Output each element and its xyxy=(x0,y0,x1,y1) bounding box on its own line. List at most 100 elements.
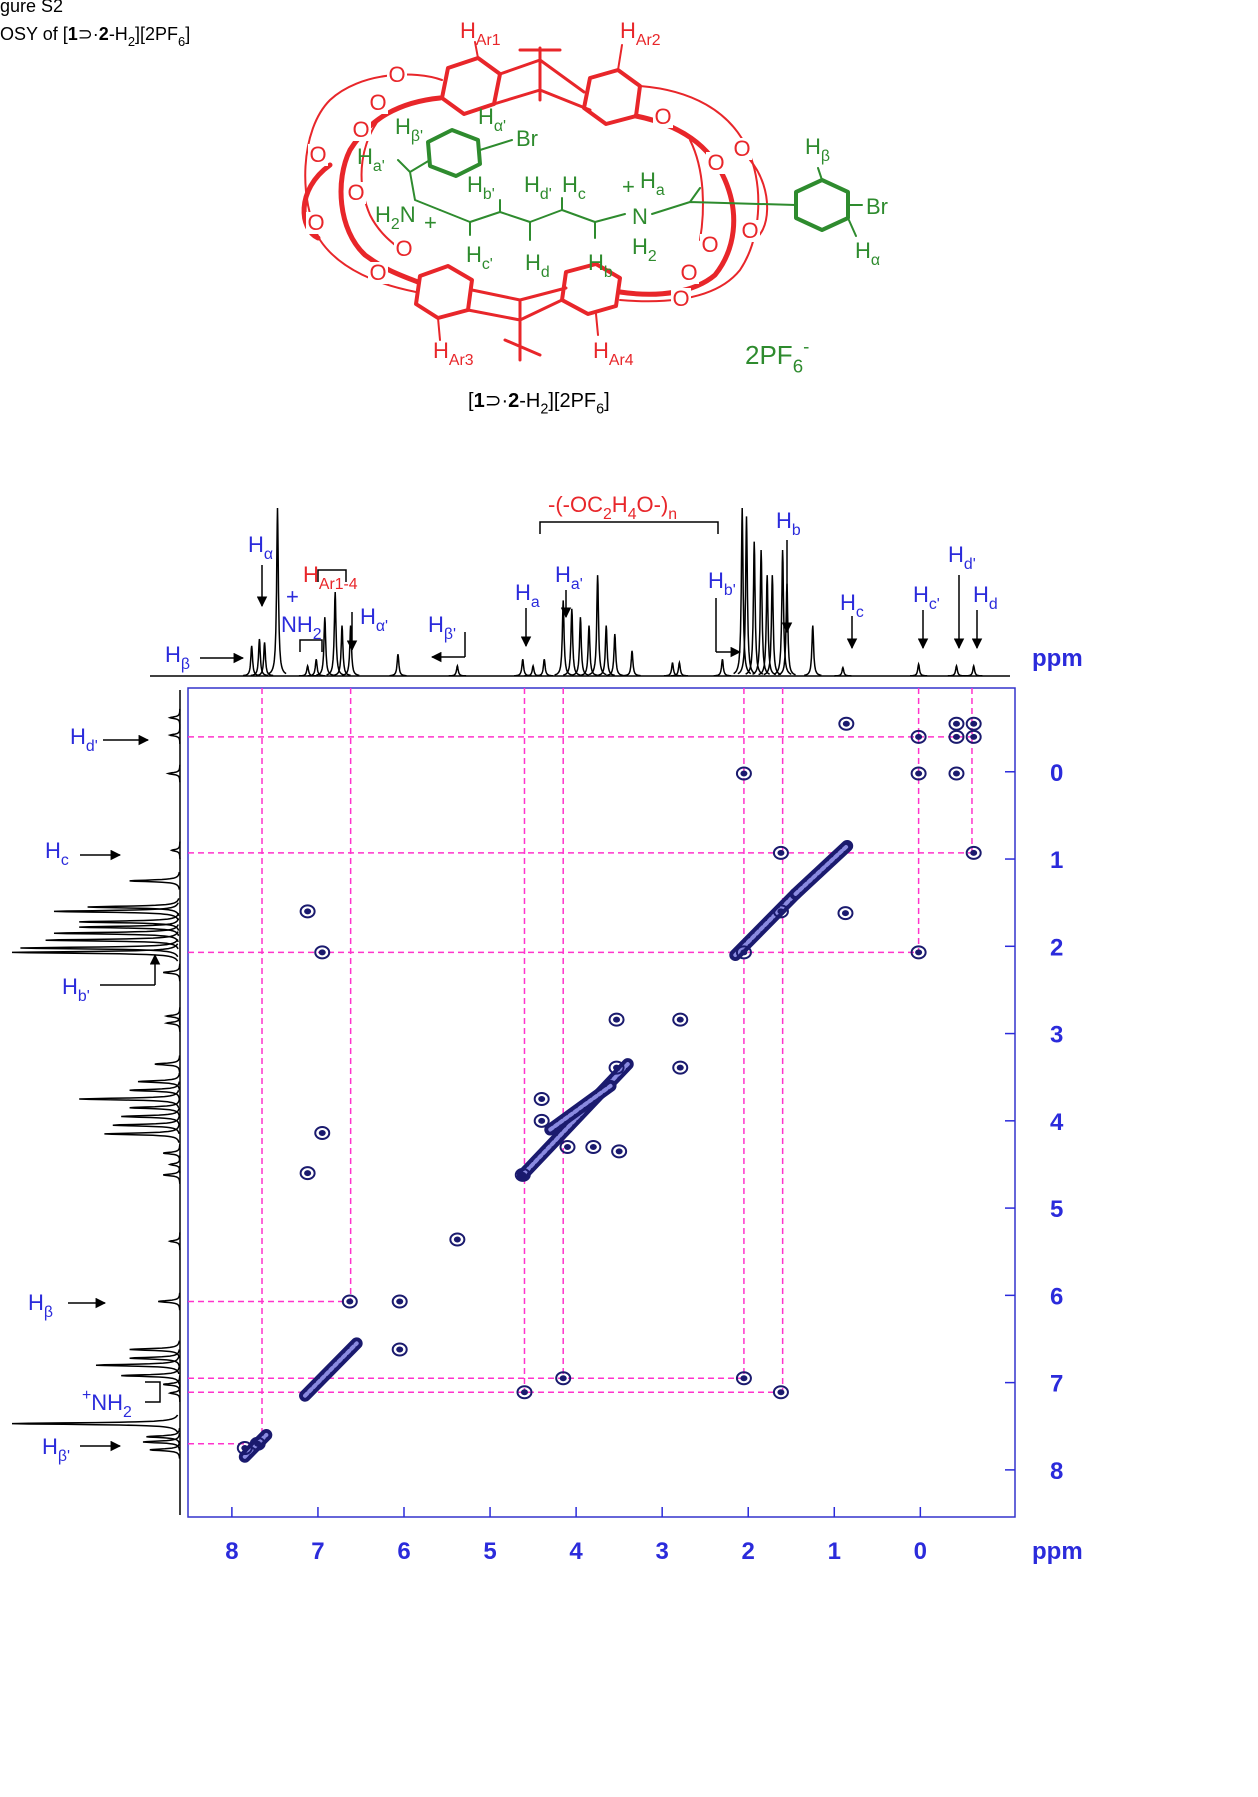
oxygen-label: O xyxy=(347,180,364,205)
y-tick-label: 8 xyxy=(1050,1458,1063,1485)
label-part: b' xyxy=(724,582,736,599)
projection-peak-top xyxy=(389,654,406,676)
label-part: H xyxy=(375,202,391,227)
label-part: c xyxy=(578,186,586,203)
label-part: H xyxy=(357,144,373,169)
label-part: -H xyxy=(519,390,540,412)
label-part: b xyxy=(604,264,613,281)
label-part: NH xyxy=(281,612,313,637)
cross-peak-core xyxy=(953,734,960,740)
atom-label: Hd' xyxy=(524,172,552,203)
label-part: H xyxy=(303,562,319,587)
projection-peak-left xyxy=(163,1144,180,1161)
cross-peak-core xyxy=(613,1065,620,1071)
label-part: + xyxy=(286,584,299,609)
cross-peak-core xyxy=(842,910,849,916)
cross-peak-core xyxy=(677,1065,684,1071)
atom-label: HAr3 xyxy=(433,338,474,369)
label-part: H xyxy=(360,604,376,629)
cross-peak-core xyxy=(560,1375,567,1381)
cross-peak-core xyxy=(616,1148,623,1154)
label-part: a' xyxy=(571,576,583,593)
label-part: + xyxy=(82,1387,91,1404)
label-part: a xyxy=(531,594,540,611)
peak-annotation: Ha' xyxy=(555,562,583,593)
cross-peak-core xyxy=(915,771,922,777)
cross-peak-core xyxy=(915,949,922,955)
cross-peak-core xyxy=(254,1441,261,1447)
label-part: H xyxy=(515,580,531,605)
peak-annotation: +NH2 xyxy=(82,1387,132,1421)
bridge xyxy=(468,288,566,360)
cross-peak-core xyxy=(613,1017,620,1023)
plot-frame xyxy=(150,676,1015,1517)
projection-peak-top xyxy=(449,666,466,676)
label-part: + xyxy=(424,210,437,235)
peak-annotation: Hd' xyxy=(948,542,976,573)
peak-annotation: Hd' xyxy=(70,724,98,755)
ring xyxy=(428,130,480,176)
bond xyxy=(470,198,595,240)
projection-peak-top xyxy=(965,666,982,676)
ring xyxy=(584,70,640,124)
label-part: d' xyxy=(86,738,98,755)
cross-peak-core xyxy=(319,1130,326,1136)
bracket xyxy=(540,522,718,534)
x-axis-label: ppm xyxy=(1032,1538,1083,1565)
figure: gure S2OSY of [1⊃·2-H2][2PF6]HAr1HAr2HAr… xyxy=(0,0,1258,1797)
label-part: β xyxy=(821,148,830,165)
atom-label: Hβ xyxy=(805,134,830,165)
label-part: N xyxy=(400,202,416,227)
peak-annotation: Hc xyxy=(45,838,69,869)
cross-peak-core xyxy=(953,771,960,777)
label-part: b xyxy=(792,522,801,539)
peak-annotation: Hβ' xyxy=(42,1434,70,1465)
label-part: 2 xyxy=(508,390,519,412)
label-part: Ar1-4 xyxy=(319,576,358,593)
label-part: α' xyxy=(376,618,388,635)
label-part: ][2PF xyxy=(135,24,178,44)
diagonal-contour xyxy=(550,1086,610,1130)
atom-label: Br xyxy=(866,194,888,219)
oxygen-label: O xyxy=(369,260,386,285)
label-part: H xyxy=(524,172,540,197)
projection-peak-left xyxy=(163,1166,180,1184)
ether xyxy=(690,140,703,240)
label-part: H xyxy=(776,508,792,533)
x-tick-label: 3 xyxy=(655,1538,668,1565)
projection-peak-left xyxy=(163,964,180,981)
atom-label: 2PF6- xyxy=(745,335,809,376)
cross-peak-core xyxy=(521,1389,528,1395)
diagonal-contour xyxy=(305,1343,357,1395)
cross-peak-core xyxy=(590,1144,597,1150)
x-tick-label: 0 xyxy=(914,1538,927,1565)
peak-annotation: Hb' xyxy=(708,568,736,599)
cross-peak-core xyxy=(304,1170,311,1176)
projection-peak-left xyxy=(130,872,180,890)
cross-peak-core xyxy=(777,908,784,914)
cross-peak-core xyxy=(777,850,784,856)
label-part: H xyxy=(478,104,494,129)
label-part: β xyxy=(181,656,190,673)
label-part: c' xyxy=(482,256,493,273)
label-part: d' xyxy=(964,556,976,573)
peak-annotation: -(-OC2H4O-)n xyxy=(548,492,677,523)
label-part: H xyxy=(555,562,571,587)
label-part: a xyxy=(656,182,665,199)
atom-label: Br xyxy=(516,126,538,151)
label-part: + xyxy=(622,174,635,199)
atom-label: Hb' xyxy=(467,172,495,203)
label-part: ⊃· xyxy=(485,390,508,412)
cross-peak-core xyxy=(396,1298,403,1304)
label-part: α xyxy=(264,546,273,563)
label-part: H xyxy=(973,582,989,607)
label-part: H xyxy=(62,974,78,999)
label-part: 6 xyxy=(793,355,803,376)
label-part: β' xyxy=(411,128,423,145)
label-part: ] xyxy=(185,24,190,44)
label-part: H xyxy=(70,724,86,749)
atom-label: Ha xyxy=(640,168,665,199)
peak-annotation: Hd xyxy=(973,582,998,613)
projection-peak-left xyxy=(168,765,180,782)
oxygen-label: O xyxy=(741,218,758,243)
